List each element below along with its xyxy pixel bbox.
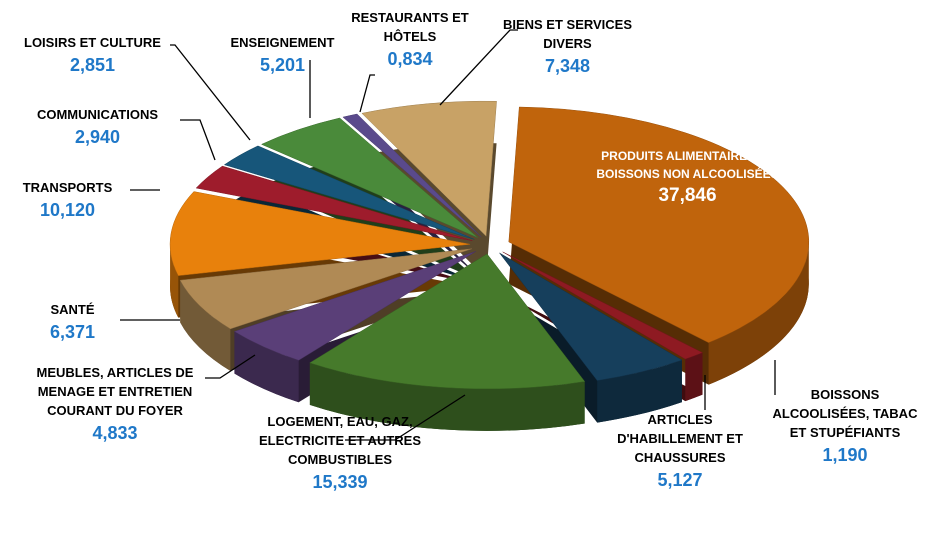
value-label: 6,371	[49, 322, 96, 342]
slice	[169, 191, 471, 276]
slice-side	[685, 352, 703, 402]
slice	[309, 253, 586, 390]
slice-label: RESTAURANTS ET HÔTELS 0,834	[340, 8, 480, 72]
slice-label: BIENS ET SERVICES DIVERS 7,348	[480, 15, 655, 79]
slice-label: MEUBLES, ARTICLES DE MENAGE ET ENTRETIEN…	[20, 363, 210, 446]
value-label: 7,348	[544, 56, 591, 76]
category-label: PRODUITS ALIMENTAIRES ET BOISSONS NON AL…	[596, 149, 779, 181]
slice	[508, 106, 810, 343]
slice-side	[708, 241, 809, 385]
slice-label: ENSEIGNEMENT 5,201	[205, 33, 360, 78]
category-label: LOGEMENT, EAU, GAZ, ELECTRICITE ET AUTRE…	[258, 414, 422, 467]
slice	[499, 252, 683, 381]
slice-label: ARTICLES D'HABILLEMENT ET CHAUSSURES 5,12…	[610, 410, 750, 493]
value-label: 0,834	[387, 49, 433, 69]
category-label: TRANSPORTS	[22, 180, 113, 195]
slice-side	[180, 280, 231, 371]
value-label: 37,846	[658, 185, 717, 206]
category-label: BOISSONS ALCOOLISÉES, TABAC ET STUPÉFIAN…	[772, 387, 918, 440]
slice-side	[234, 331, 299, 403]
slice-label: PRODUITS ALIMENTAIRES ET BOISSONS NON AL…	[595, 147, 780, 209]
value-label: 10,120	[39, 200, 96, 220]
slice	[223, 145, 475, 240]
category-label: RESTAURANTS ET HÔTELS	[351, 10, 469, 44]
value-label: 2,851	[69, 55, 116, 75]
value-label: 5,201	[259, 55, 306, 75]
slice	[260, 117, 479, 239]
slice	[195, 165, 473, 241]
category-label: MEUBLES, ARTICLES DE MENAGE ET ENTRETIEN…	[36, 365, 194, 418]
value-label: 4,833	[92, 423, 138, 443]
category-label: BIENS ET SERVICES DIVERS	[502, 17, 633, 51]
slice-label: SANTÉ 6,371	[20, 300, 125, 345]
slice-label: LOGEMENT, EAU, GAZ, ELECTRICITE ET AUTRE…	[250, 412, 430, 495]
value-label: 15,339	[312, 472, 368, 492]
category-label: SANTÉ	[50, 302, 95, 317]
value-label: 5,127	[657, 470, 703, 490]
slice-label: TRANSPORTS 10,120	[5, 178, 130, 223]
slice-label: BOISSONS ALCOOLISÉES, TABAC ET STUPÉFIAN…	[770, 385, 920, 468]
value-label: 1,190	[822, 445, 868, 465]
value-label: 2,940	[74, 127, 121, 147]
slice-label: COMMUNICATIONS 2,940	[15, 105, 180, 150]
category-label: ARTICLES D'HABILLEMENT ET CHAUSSURES	[617, 412, 743, 465]
slice	[233, 251, 477, 361]
category-label: ENSEIGNEMENT	[230, 35, 335, 50]
leader-line	[439, 29, 518, 106]
slice-side	[170, 244, 179, 318]
slice	[179, 248, 472, 330]
slice-side	[597, 360, 682, 423]
slice	[361, 100, 497, 237]
category-label: COMMUNICATIONS	[36, 107, 159, 122]
leader-line	[359, 74, 375, 113]
leader-line	[170, 44, 251, 141]
leader-line	[180, 119, 216, 161]
slice	[502, 251, 704, 360]
leader-line	[205, 354, 256, 379]
category-label: LOISIRS ET CULTURE	[24, 35, 161, 50]
leader-line	[345, 394, 466, 441]
slice-label: LOISIRS ET CULTURE 2,851	[15, 33, 170, 78]
slice	[342, 113, 482, 238]
